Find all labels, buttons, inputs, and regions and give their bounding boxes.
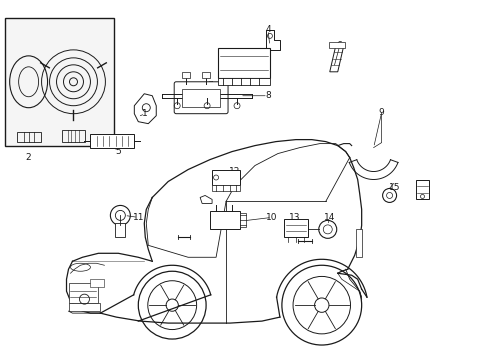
Bar	[240, 213, 245, 228]
Bar	[415, 180, 428, 199]
Bar	[90, 279, 104, 287]
Text: 5: 5	[115, 147, 121, 156]
FancyBboxPatch shape	[174, 82, 227, 114]
Text: 15: 15	[388, 183, 400, 192]
Bar	[68, 283, 98, 303]
Bar	[218, 48, 269, 78]
Text: 9: 9	[378, 108, 384, 117]
Text: 10: 10	[265, 213, 277, 222]
Bar	[17, 132, 41, 141]
Bar	[218, 78, 269, 85]
Bar	[68, 303, 100, 311]
Text: 16: 16	[415, 183, 427, 192]
Text: 11: 11	[132, 213, 144, 222]
Text: 8: 8	[264, 91, 270, 100]
Bar	[355, 229, 361, 257]
Bar	[328, 42, 344, 48]
Bar	[182, 89, 220, 107]
Text: 4: 4	[264, 26, 270, 35]
Bar	[61, 130, 85, 141]
Bar	[115, 223, 125, 237]
Text: 6: 6	[336, 41, 342, 50]
Bar	[212, 170, 240, 185]
Text: 3: 3	[239, 53, 244, 62]
Bar	[5, 18, 114, 145]
Bar	[284, 219, 307, 237]
Text: 2: 2	[26, 153, 31, 162]
Text: 7: 7	[207, 81, 213, 90]
Text: 14: 14	[324, 213, 335, 222]
Text: 13: 13	[288, 213, 300, 222]
Bar	[212, 185, 240, 192]
Text: 12: 12	[229, 167, 240, 176]
Bar	[182, 72, 190, 78]
Text: 1: 1	[142, 109, 148, 118]
Bar	[210, 211, 240, 229]
Bar	[202, 72, 210, 78]
Bar	[90, 134, 134, 148]
